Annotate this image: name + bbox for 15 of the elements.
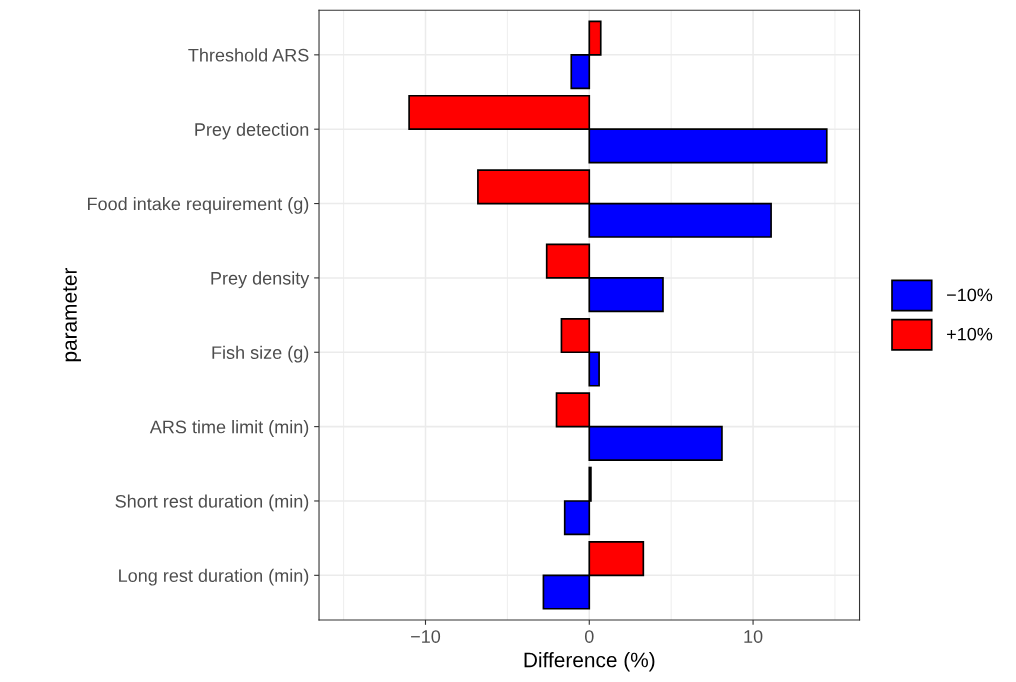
y-tick-label: Short rest duration (min) (115, 494, 309, 512)
x-tick-label: 10 (744, 630, 763, 643)
y-tick-label: Prey detection (195, 122, 309, 140)
legend-label: +10% (947, 327, 993, 341)
y-tick-label: Threshold ARS (188, 48, 309, 62)
y-axis-title: parameter (63, 267, 81, 362)
y-tick-label: Long rest duration (min) (119, 568, 309, 586)
legend-label: −10% (947, 288, 993, 302)
x-axis-title: Difference (%) (524, 652, 655, 672)
y-tick-label: Food intake requirement (g) (88, 197, 309, 214)
x-tick-label: −10 (411, 630, 441, 643)
x-tick-label: 0 (584, 630, 594, 643)
y-tick-label: ARS time limit (min) (149, 420, 309, 437)
y-tick-label: Fish size (g) (212, 345, 309, 363)
y-tick-label: Prey density (211, 271, 310, 289)
